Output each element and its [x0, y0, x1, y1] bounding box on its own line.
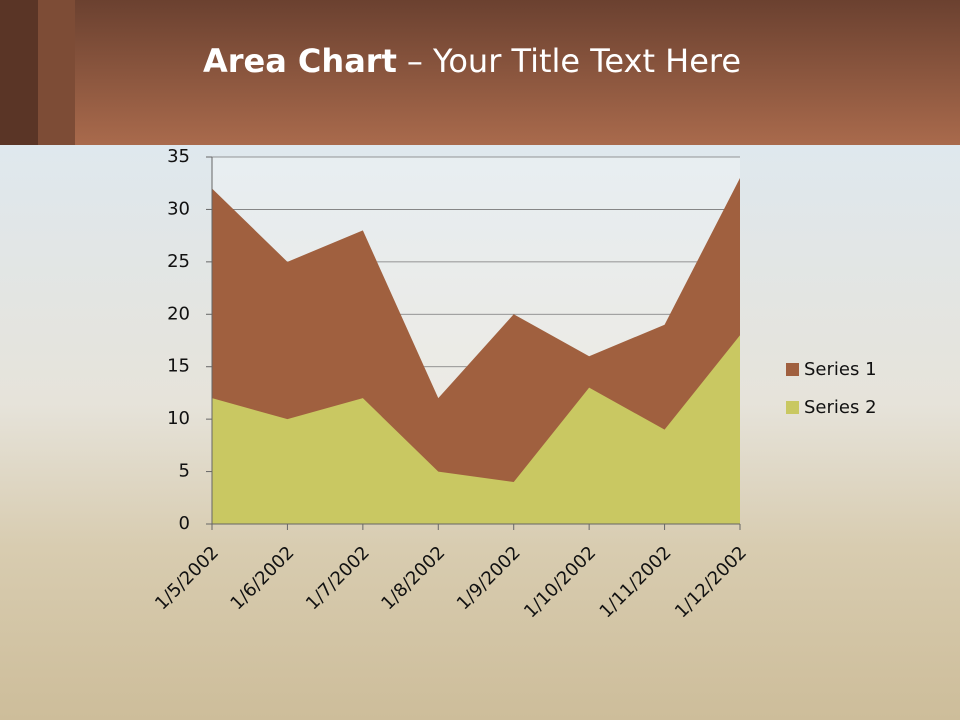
title-rest: – Your Title Text Here [407, 42, 741, 80]
header-band [0, 0, 960, 145]
y-tick-label: 10 [167, 408, 190, 429]
header-stripe [38, 0, 75, 145]
title-bold: Area Chart [203, 42, 397, 80]
slide-title: Area Chart – Your Title Text Here [203, 42, 741, 80]
y-tick-label: 5 [179, 461, 190, 482]
legend-swatch [786, 401, 799, 414]
y-tick-label: 20 [167, 303, 190, 324]
legend-label: Series 2 [804, 397, 877, 418]
y-tick-label: 35 [167, 146, 190, 167]
y-tick-label: 15 [167, 356, 190, 377]
legend-swatch [786, 363, 799, 376]
y-tick-label: 25 [167, 251, 190, 272]
y-tick-label: 30 [167, 198, 190, 219]
legend-label: Series 1 [804, 359, 877, 380]
area [212, 335, 740, 524]
y-tick-label: 0 [179, 513, 190, 534]
header-stripe [0, 0, 38, 145]
